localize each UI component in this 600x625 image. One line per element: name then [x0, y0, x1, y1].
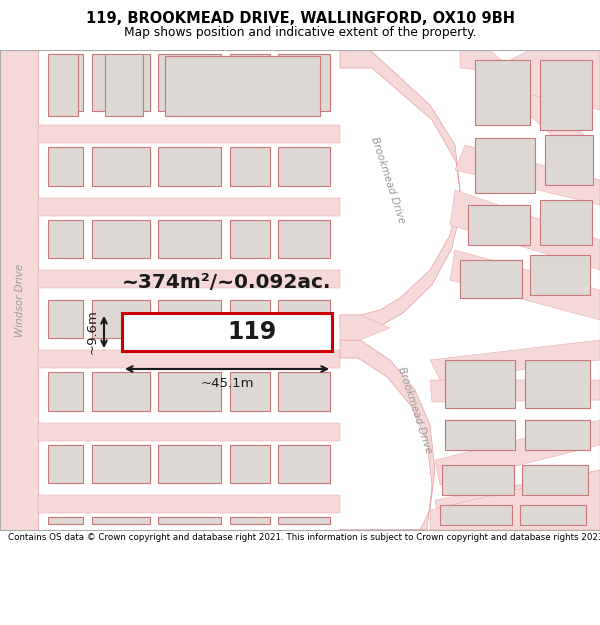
- Bar: [230, 147, 270, 186]
- Bar: [525, 420, 590, 450]
- Bar: [278, 517, 330, 524]
- Polygon shape: [340, 315, 390, 340]
- Bar: [48, 517, 83, 524]
- Bar: [230, 517, 270, 524]
- Bar: [48, 220, 83, 258]
- Polygon shape: [460, 50, 590, 170]
- Bar: [230, 54, 270, 111]
- Bar: [278, 220, 330, 258]
- Bar: [92, 220, 150, 258]
- Bar: [440, 505, 512, 525]
- Bar: [468, 205, 530, 245]
- Bar: [48, 300, 83, 338]
- Bar: [158, 445, 221, 483]
- Text: Map shows position and indicative extent of the property.: Map shows position and indicative extent…: [124, 26, 476, 39]
- Bar: [92, 517, 150, 524]
- Polygon shape: [430, 340, 600, 380]
- Polygon shape: [38, 125, 340, 143]
- Bar: [230, 220, 270, 258]
- Bar: [92, 147, 150, 186]
- Text: 119, BROOKMEAD DRIVE, WALLINGFORD, OX10 9BH: 119, BROOKMEAD DRIVE, WALLINGFORD, OX10 …: [86, 11, 515, 26]
- Bar: [92, 445, 150, 483]
- Bar: [158, 372, 221, 411]
- Text: Contains OS data © Crown copyright and database right 2021. This information is : Contains OS data © Crown copyright and d…: [8, 533, 600, 542]
- Bar: [540, 200, 592, 245]
- Polygon shape: [38, 350, 340, 368]
- Bar: [460, 260, 522, 298]
- Polygon shape: [38, 198, 340, 216]
- Bar: [158, 300, 221, 338]
- Bar: [540, 60, 592, 130]
- Bar: [230, 300, 270, 338]
- Bar: [278, 445, 330, 483]
- Bar: [48, 54, 83, 111]
- Polygon shape: [340, 50, 462, 328]
- Bar: [158, 147, 221, 186]
- Text: ~45.1m: ~45.1m: [200, 377, 254, 390]
- Text: Brookmead Drive: Brookmead Drive: [396, 366, 434, 454]
- Bar: [545, 135, 593, 185]
- Polygon shape: [450, 250, 600, 320]
- Bar: [475, 60, 530, 125]
- Polygon shape: [490, 50, 600, 110]
- Text: Brookmead Drive: Brookmead Drive: [369, 136, 407, 224]
- Bar: [525, 360, 590, 408]
- Bar: [165, 56, 320, 116]
- Bar: [520, 505, 586, 525]
- Bar: [158, 54, 221, 111]
- Polygon shape: [435, 470, 600, 530]
- Polygon shape: [340, 340, 435, 530]
- Text: ~9.6m: ~9.6m: [86, 309, 99, 354]
- Bar: [48, 54, 78, 116]
- Polygon shape: [38, 423, 340, 441]
- Bar: [48, 147, 83, 186]
- Polygon shape: [38, 270, 340, 288]
- Bar: [105, 54, 143, 116]
- Bar: [278, 372, 330, 411]
- Polygon shape: [450, 190, 600, 270]
- Bar: [475, 138, 535, 193]
- Text: ~374m²/~0.092ac.: ~374m²/~0.092ac.: [122, 274, 332, 292]
- Bar: [158, 220, 221, 258]
- Bar: [442, 465, 514, 495]
- Bar: [158, 517, 221, 524]
- Polygon shape: [435, 420, 600, 485]
- Bar: [522, 465, 588, 495]
- Bar: [445, 360, 515, 408]
- Polygon shape: [455, 145, 600, 205]
- Bar: [278, 54, 330, 111]
- Polygon shape: [38, 495, 340, 513]
- Bar: [278, 300, 330, 338]
- Bar: [92, 372, 150, 411]
- Bar: [92, 300, 150, 338]
- Bar: [530, 255, 590, 295]
- Bar: [278, 147, 330, 186]
- Polygon shape: [430, 470, 600, 530]
- Text: Windsor Drive: Windsor Drive: [15, 263, 25, 337]
- Bar: [230, 372, 270, 411]
- Bar: [122, 313, 332, 351]
- Bar: [48, 372, 83, 411]
- Bar: [92, 54, 150, 111]
- Text: 119: 119: [227, 320, 277, 344]
- Polygon shape: [0, 50, 38, 530]
- Polygon shape: [430, 380, 600, 402]
- Bar: [445, 420, 515, 450]
- Bar: [48, 445, 83, 483]
- Bar: [230, 445, 270, 483]
